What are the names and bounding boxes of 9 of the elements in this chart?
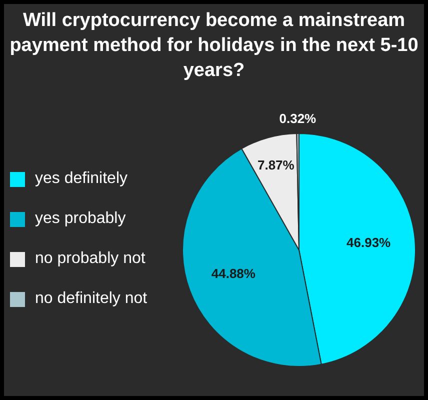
legend-label: yes definitely xyxy=(35,170,128,188)
data-label: 44.88% xyxy=(211,266,256,281)
legend-label: no probably not xyxy=(35,250,146,268)
legend-label: no definitely not xyxy=(35,290,148,308)
data-label: 46.93% xyxy=(346,234,392,250)
legend-label: yes probably xyxy=(35,210,126,228)
chart-title: Will cryptocurrency become a mainstream payment method for holidays in the next 5-10 years? xyxy=(8,9,420,83)
data-label: 7.87% xyxy=(257,157,295,172)
data-label: 0.32% xyxy=(279,111,317,126)
